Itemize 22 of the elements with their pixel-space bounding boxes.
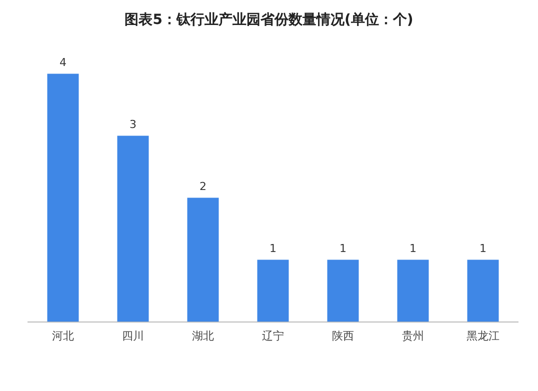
data-label: 3 xyxy=(130,118,136,132)
x-tick-label: 湖北 xyxy=(192,329,214,342)
x-tick-label: 四川 xyxy=(122,329,144,342)
data-label: 1 xyxy=(270,242,276,256)
data-label: 1 xyxy=(340,242,346,256)
x-tick-label: 河北 xyxy=(52,329,74,342)
x-tick-label: 黑龙江 xyxy=(466,329,500,342)
bar xyxy=(397,260,429,322)
x-tick-label: 贵州 xyxy=(402,329,424,342)
data-label: 4 xyxy=(60,56,66,70)
bar xyxy=(117,136,149,322)
data-label: 1 xyxy=(480,242,486,256)
chart-title: 图表5：钛行业产业园省份数量情况(单位：个) xyxy=(124,11,414,28)
bar xyxy=(327,260,359,322)
data-label: 2 xyxy=(200,180,206,194)
bar xyxy=(257,260,289,322)
bar xyxy=(467,260,499,322)
data-label: 1 xyxy=(410,242,416,256)
x-tick-label: 辽宁 xyxy=(262,329,284,342)
bar xyxy=(47,74,79,322)
bar xyxy=(187,198,219,322)
x-tick-label: 陕西 xyxy=(332,329,354,342)
